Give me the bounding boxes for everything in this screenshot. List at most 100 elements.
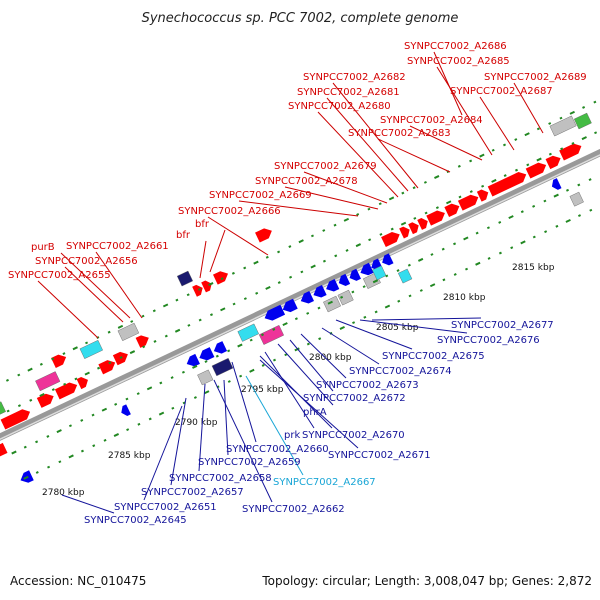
scale-tick [333,223,337,227]
scale-tick [553,193,559,198]
reverse-gene-label-leader [213,379,273,503]
gene-box [372,265,387,281]
gene-arrow-group [476,189,489,202]
scale-tick [63,382,67,386]
scale-tick [80,449,84,453]
gene-box [197,369,214,386]
scale-tick [419,289,423,292]
scale-tick [56,429,62,434]
reverse-gene-label-leader [198,383,206,472]
scale-tick [227,349,231,353]
gene-arrow-rev [300,291,314,304]
gene-arrow-group [444,203,460,218]
scale-tick [174,328,181,333]
gene-arrow-rev [121,404,131,416]
gene-arrow-rev-group [0,442,8,459]
scale-tick [97,366,101,370]
scale-tick [17,404,21,408]
scale-tick [327,300,333,305]
scale-tick [187,323,191,327]
gene-arrow-rev-group [264,304,286,321]
gene-arrow-rev [0,442,8,459]
gene-arrow-group [201,280,212,293]
gene-arrow-rev [349,268,361,281]
scale-tick [117,324,124,329]
scale-tick [298,239,304,244]
scale-tick [345,249,349,252]
scale-tick [11,450,17,455]
reverse-gene-label-leader [170,397,187,486]
scale-tick [367,207,371,211]
scale-tick [260,333,265,337]
scale-tick [197,287,202,291]
reverse-gene-label-leader [259,359,359,449]
gene-arrow-rev [213,341,228,354]
scale-tick [378,202,382,206]
scale-tick [239,374,243,378]
gene-arrow-group [559,143,582,161]
scale-tick [198,318,202,322]
scale-layer: 2780 kbp 2785 kbp 2790 kbp 2795 kbp 2800 kbp… [5,100,598,498]
gene-box-group [117,322,140,342]
scale-tick [520,210,524,214]
scale-tick [589,208,593,212]
scale-tick [148,417,152,421]
gene-arrow-group [36,393,54,408]
scale-tick [577,183,581,187]
gene-arrow-rev [382,253,394,266]
scale-tick [6,409,10,413]
scale-tick [388,196,395,201]
scale-tick [503,174,507,177]
scale-tick [588,178,592,182]
gene-box [323,295,341,313]
scale-tick [39,362,43,366]
gene-box-group [337,289,354,306]
scale-tick [520,240,526,245]
reverse-gene-label: phrA [303,407,327,418]
scale-tick [146,386,153,391]
scale-tick [514,138,518,141]
scale-tick [158,411,165,416]
scale-tick-label: 2815 kbp [512,263,555,273]
scale-tick [442,278,446,282]
accession-text: Accession: NC_010475 [10,574,146,588]
scale-tick [170,376,174,380]
gene-arrow [417,218,428,230]
gene-arrow-rev-group [121,404,131,416]
gene-box-group [211,357,234,377]
scale-tick [130,320,134,323]
scale-tick [255,291,259,295]
gene-arrow-rev [313,285,327,298]
scale-tick [434,175,440,179]
forward-gene-label: SYNPCC7002_A2661 [66,241,169,252]
feature-layer [0,112,592,483]
forward-gene-label: SYNPCC7002_A2680 [288,101,391,112]
leader-lines [37,51,544,514]
forward-gene-label-leader [207,216,269,256]
gene-box [397,268,413,284]
scale-tick [334,254,338,258]
scale-tick [68,454,74,459]
scale-tick [396,269,400,272]
gene-arrow [476,189,489,202]
scale-tick [435,206,439,210]
scale-tick [465,267,469,271]
scale-tick [141,314,145,318]
scale-tick [114,402,118,406]
gene-box-group [397,268,413,284]
reverse-gene-label: SYNPCC7002_A2667 [273,477,376,488]
scale-tick [339,326,345,330]
gene-arrow [559,143,582,161]
scale-tick [548,122,552,125]
scale-tick [457,164,461,168]
scale-tick [204,360,208,363]
scale-tick [253,260,259,265]
scale-tick [475,261,481,266]
scale-tick [475,231,479,235]
scale-tick [91,413,95,417]
scale-tick [400,221,407,226]
reverse-gene-label: SYNPCC7002_A2662 [242,504,345,515]
scale-tick [310,264,316,269]
scale-tick [343,217,350,222]
